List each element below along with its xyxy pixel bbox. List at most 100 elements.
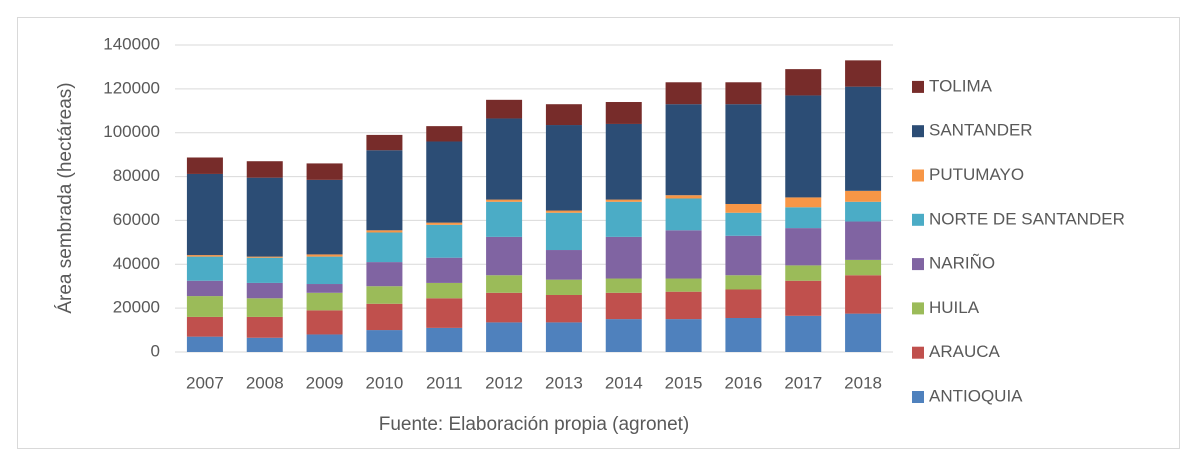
bar-segment <box>246 316 283 338</box>
y-tick-label: 80000 <box>113 166 160 185</box>
y-tick-label: 120000 <box>103 78 160 97</box>
bar-segment <box>545 212 582 251</box>
x-tick-label: 2011 <box>426 373 463 392</box>
bar-segment <box>426 298 463 328</box>
bar-segment <box>545 210 582 213</box>
bar-segment <box>845 275 882 314</box>
bar-segment <box>186 256 223 281</box>
x-tick-label: 2014 <box>605 373 643 392</box>
legend-swatch <box>912 125 924 138</box>
legend-swatch <box>912 302 924 315</box>
bar-segment <box>545 104 582 126</box>
bar-segment <box>246 337 283 352</box>
y-tick-label: 100000 <box>103 122 160 141</box>
legend-label: SANTANDER <box>929 121 1033 140</box>
bar-segment <box>725 275 762 290</box>
x-axis-title: Fuente: Elaboración propia (agronet) <box>379 414 690 435</box>
x-tick-label: 2013 <box>545 373 583 392</box>
bar-segment <box>426 327 463 352</box>
bar-segment <box>486 236 523 276</box>
bar-segment <box>306 334 343 352</box>
bar-segment <box>605 201 642 237</box>
bar-segment <box>725 203 762 213</box>
bar-segment <box>246 256 283 258</box>
bar-segment <box>545 125 582 211</box>
bar-segment <box>366 262 403 287</box>
bar-segment <box>785 228 822 266</box>
legend-label: ARAUCA <box>929 342 1001 361</box>
bar-segment <box>725 235 762 276</box>
bar-segment <box>486 322 523 352</box>
bar-segment <box>306 256 343 285</box>
bar-segment <box>845 259 882 276</box>
bar-segment <box>486 292 523 323</box>
bar-segment <box>306 179 343 255</box>
x-tick-label: 2009 <box>306 373 344 392</box>
bar-segment <box>545 279 582 295</box>
bar-segment <box>545 322 582 352</box>
bar-segment <box>426 257 463 283</box>
bar-segment <box>725 104 762 204</box>
legend-swatch <box>912 80 924 93</box>
bar-segment <box>665 82 702 105</box>
legend-label: PUTUMAYO <box>929 165 1024 184</box>
bar-segment <box>306 310 343 335</box>
bar-segment <box>426 126 463 142</box>
bar-segment <box>845 86 882 191</box>
x-tick-label: 2012 <box>485 373 523 392</box>
bar-segment <box>246 161 283 178</box>
bar-segment <box>246 257 283 283</box>
bar-segment <box>845 313 882 352</box>
bar-segment <box>306 163 343 180</box>
x-tick-label: 2018 <box>844 373 882 392</box>
legend-swatch <box>912 169 924 182</box>
x-tick-label: 2016 <box>725 373 763 392</box>
bar-segment <box>306 254 343 257</box>
bar-segment <box>605 102 642 124</box>
bar-segment <box>545 294 582 323</box>
bar-segment <box>486 199 523 202</box>
y-tick-label: 60000 <box>113 210 160 229</box>
legend-label: NORTE DE SANTANDER <box>929 209 1125 228</box>
y-tick-label: 20000 <box>113 298 160 317</box>
bar-segment <box>665 319 702 352</box>
legend-swatch <box>912 346 924 359</box>
y-axis-title: Área sembrada (hectáreas) <box>55 82 76 313</box>
bar-segment <box>785 315 822 352</box>
bar-segment <box>725 82 762 105</box>
bar-segment <box>725 289 762 319</box>
bar-segment <box>725 318 762 352</box>
legend-label: HUILA <box>929 298 980 317</box>
bar-segment <box>545 250 582 280</box>
x-tick-label: 2008 <box>246 373 284 392</box>
bar-segment <box>186 173 223 256</box>
bar-segment <box>366 134 403 151</box>
bar-segment <box>186 316 223 337</box>
bar-segment <box>725 212 762 236</box>
bar-segment <box>785 280 822 316</box>
x-tick-label: 2017 <box>784 373 822 392</box>
bar-segment <box>186 157 223 174</box>
bar-segment <box>366 232 403 263</box>
bar-segment <box>845 201 882 222</box>
bar-segment <box>426 141 463 223</box>
bar-segment <box>665 291 702 320</box>
bar-segment <box>665 198 702 231</box>
bar-segment <box>845 221 882 260</box>
legend-swatch <box>912 391 924 403</box>
bar-segment <box>486 118 523 200</box>
bar-segment <box>785 95 822 198</box>
bar-segment <box>785 197 822 208</box>
bar-segment <box>246 282 283 299</box>
bar-segment <box>665 278 702 292</box>
bar-segment <box>665 230 702 279</box>
bar-segment <box>605 199 642 202</box>
bar-segment <box>366 330 403 352</box>
bar-segment <box>306 284 343 293</box>
bar-segment <box>785 265 822 281</box>
legend-label: TOLIMA <box>929 76 993 95</box>
bar-segment <box>605 278 642 293</box>
legend-label: ANTIOQUIA <box>929 386 1023 405</box>
